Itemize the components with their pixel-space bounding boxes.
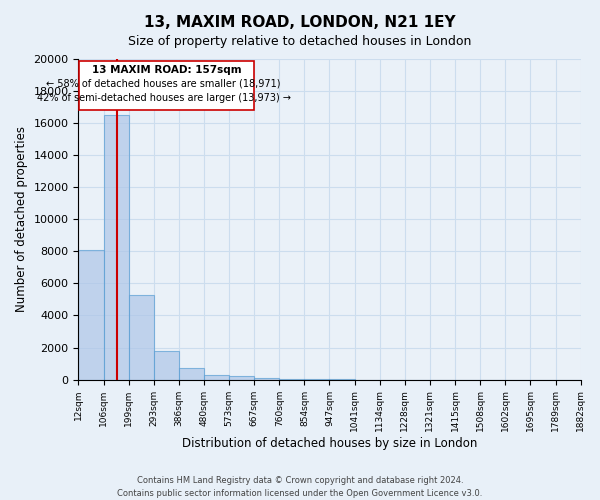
Text: Contains public sector information licensed under the Open Government Licence v3: Contains public sector information licen… [118, 488, 482, 498]
Bar [154, 350, 179, 380]
Text: 42% of semi-detached houses are larger (13,973) →: 42% of semi-detached houses are larger (… [37, 92, 290, 102]
Text: 13, MAXIM ROAD, LONDON, N21 1EY: 13, MAXIM ROAD, LONDON, N21 1EY [144, 15, 456, 30]
Text: Contains HM Land Registry data © Crown copyright and database right 2024.: Contains HM Land Registry data © Crown c… [137, 476, 463, 485]
Bar [104, 115, 128, 380]
Bar [229, 376, 254, 380]
Bar [179, 368, 204, 380]
Bar [254, 378, 279, 380]
Text: ← 58% of detached houses are smaller (18,971): ← 58% of detached houses are smaller (18… [46, 78, 281, 88]
Bar [279, 379, 304, 380]
X-axis label: Distribution of detached houses by size in London: Distribution of detached houses by size … [182, 437, 477, 450]
Bar [204, 375, 229, 380]
Text: Size of property relative to detached houses in London: Size of property relative to detached ho… [128, 35, 472, 48]
Text: 13 MAXIM ROAD: 157sqm: 13 MAXIM ROAD: 157sqm [92, 66, 241, 76]
Bar [128, 294, 154, 380]
Bar [79, 250, 104, 380]
Y-axis label: Number of detached properties: Number of detached properties [15, 126, 28, 312]
FancyBboxPatch shape [79, 60, 254, 110]
